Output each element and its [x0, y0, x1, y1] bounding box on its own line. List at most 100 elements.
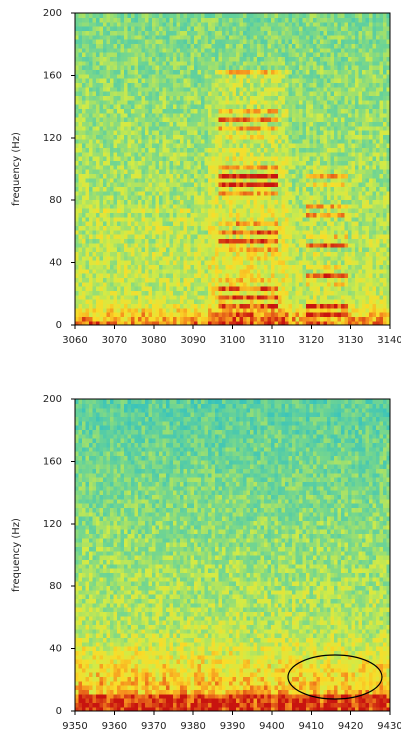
spectrogram-cell	[250, 156, 255, 161]
spectrogram-cell	[152, 160, 157, 166]
spectrogram-cell	[271, 112, 276, 118]
spectrogram-cell	[106, 186, 111, 192]
spectrogram-cell	[103, 242, 108, 248]
spectrogram-cell	[355, 125, 360, 131]
spectrogram-cell	[271, 104, 276, 109]
spectrogram-cell	[236, 160, 241, 166]
spectrogram-cell	[337, 221, 342, 226]
spectrogram-cell	[169, 91, 174, 96]
spectrogram-cell	[190, 320, 195, 326]
spectrogram-cell	[302, 91, 307, 96]
spectrogram-cell	[341, 134, 346, 140]
spectrogram-cell	[222, 156, 227, 161]
spectrogram-cell	[351, 281, 356, 287]
spectrogram-cell	[218, 286, 223, 291]
spectrogram-cell	[176, 277, 181, 283]
spectrogram-cell	[362, 134, 367, 140]
spectrogram-cell	[166, 195, 171, 200]
spectrogram-cell	[320, 247, 325, 252]
spectrogram-cell	[292, 290, 297, 296]
spectrogram-cell	[127, 286, 132, 291]
spectrogram-cell	[306, 203, 311, 209]
spectrogram-cell	[229, 121, 234, 127]
spectrogram-cell	[176, 225, 181, 231]
spectrogram-cell	[278, 134, 283, 140]
spectrogram-cell	[330, 277, 335, 283]
spectrogram-cell	[351, 99, 356, 105]
spectrogram-cell	[110, 264, 115, 270]
spectrogram-cell	[295, 117, 300, 122]
spectrogram-cell	[386, 212, 391, 218]
spectrogram-cell	[159, 125, 164, 131]
spectrogram-cell	[236, 286, 241, 291]
spectrogram-cell	[166, 299, 171, 304]
spectrogram-cell	[166, 290, 171, 296]
spectrogram-cell	[89, 190, 94, 196]
spectrogram-cell	[320, 277, 325, 283]
spectrogram-cell	[134, 260, 139, 265]
spectrogram-cell	[117, 138, 122, 144]
spectrogram-cell	[365, 112, 370, 118]
spectrogram-cell	[285, 307, 290, 313]
spectrogram-cell	[145, 316, 150, 322]
spectrogram-cell	[236, 290, 241, 296]
spectrogram-cell	[85, 169, 90, 174]
spectrogram-cell	[264, 312, 269, 317]
spectrogram-cell	[92, 303, 97, 309]
spectrogram-cell	[187, 177, 192, 183]
spectrogram-cell	[334, 221, 339, 226]
spectrogram-cell	[152, 143, 157, 148]
spectrogram-cell	[218, 281, 223, 287]
spectrogram-cell	[82, 290, 87, 296]
spectrogram-cell	[236, 225, 241, 231]
spectrogram-cell	[204, 134, 209, 140]
spectrogram-cell	[250, 182, 255, 187]
spectrogram-cell	[187, 95, 192, 101]
spectrogram-cell	[124, 147, 129, 153]
spectrogram-cell	[351, 273, 356, 278]
spectrogram-cell	[344, 255, 349, 261]
spectrogram-cell	[278, 95, 283, 101]
spectrogram-cell	[180, 125, 185, 131]
spectrogram-cell	[92, 286, 97, 291]
spectrogram-cell	[190, 234, 195, 239]
spectrogram-cell	[141, 260, 146, 265]
spectrogram-cell	[92, 273, 97, 278]
spectrogram-cell	[278, 138, 283, 144]
spectrogram-cell	[225, 255, 230, 261]
spectrogram-cell	[183, 290, 188, 296]
spectrogram-cell	[253, 164, 258, 170]
spectrogram-cell	[278, 251, 283, 257]
spectrogram-cell	[134, 277, 139, 283]
spectrogram-cell	[225, 221, 230, 226]
spectrogram-cell	[246, 138, 251, 144]
spectrogram-cell	[138, 169, 143, 174]
spectrogram-cell	[337, 229, 342, 235]
spectrogram-cell	[337, 186, 342, 192]
spectrogram-cell	[89, 130, 94, 135]
spectrogram-cell	[218, 82, 223, 88]
spectrogram-cell	[257, 95, 262, 101]
spectrogram-cell	[92, 307, 97, 313]
spectrogram-cell	[138, 130, 143, 135]
spectrogram-cell	[274, 238, 279, 244]
spectrogram-cell	[313, 216, 318, 222]
spectrogram-cell	[106, 221, 111, 226]
spectrogram-cell	[313, 86, 318, 92]
spectrogram-cell	[96, 264, 101, 270]
spectrogram-cell	[351, 290, 356, 296]
spectrogram-cell	[348, 225, 353, 231]
spectrogram-cell	[162, 247, 167, 252]
spectrogram-cell	[155, 316, 160, 322]
spectrogram-cell	[225, 229, 230, 235]
spectrogram-cell	[99, 247, 104, 252]
spectrogram-cell	[78, 203, 83, 209]
spectrogram-cell	[239, 281, 244, 287]
spectrogram-cell	[194, 277, 199, 283]
spectrogram-cell	[246, 251, 251, 257]
spectrogram-cell	[302, 108, 307, 114]
spectrogram-cell	[120, 138, 125, 144]
spectrogram-cell	[152, 117, 157, 122]
spectrogram-cell	[288, 117, 293, 122]
spectrogram-cell	[334, 160, 339, 166]
